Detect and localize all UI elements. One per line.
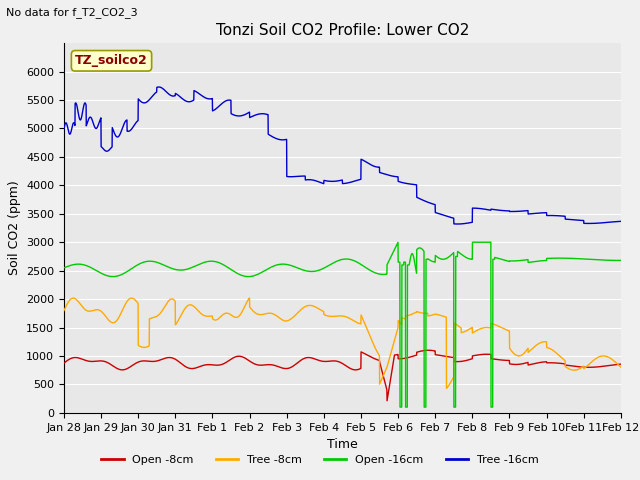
X-axis label: Time: Time: [327, 438, 358, 451]
Legend: Open -8cm, Tree -8cm, Open -16cm, Tree -16cm: Open -8cm, Tree -8cm, Open -16cm, Tree -…: [97, 451, 543, 469]
Title: Tonzi Soil CO2 Profile: Lower CO2: Tonzi Soil CO2 Profile: Lower CO2: [216, 23, 469, 38]
Y-axis label: Soil CO2 (ppm): Soil CO2 (ppm): [8, 180, 20, 276]
Text: No data for f_T2_CO2_3: No data for f_T2_CO2_3: [6, 7, 138, 18]
Text: TZ_soilco2: TZ_soilco2: [75, 54, 148, 67]
